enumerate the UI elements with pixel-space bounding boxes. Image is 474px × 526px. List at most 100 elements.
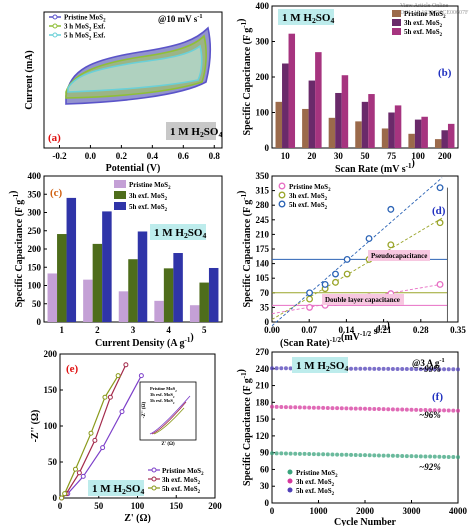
panel-a-legend-marker-2 bbox=[52, 32, 58, 38]
panel-d-point-1-5 bbox=[387, 241, 395, 249]
panel-d-ytick-4: 140 bbox=[256, 259, 270, 269]
panel-f-point-2-39 bbox=[451, 367, 456, 372]
panel-f-point-0-8 bbox=[307, 452, 312, 457]
panel-f-retention-0: ~99% bbox=[419, 364, 441, 374]
panel-b-legend-swatch-2 bbox=[392, 28, 401, 35]
panel-f-ytick-1: 30 bbox=[260, 481, 270, 491]
panel-c-legend-swatch-2 bbox=[114, 202, 126, 210]
panel-f-point-0-6 bbox=[297, 451, 302, 456]
panel-e-legend-marker-1 bbox=[151, 476, 157, 482]
panel-e-curve-2 bbox=[61, 375, 119, 499]
panel-f-ytick-6: 180 bbox=[256, 397, 270, 407]
panel-d-xlabel: (Scan Rate)-1/2(mV-1/2 s1/2) bbox=[280, 320, 390, 349]
panel-b-electrolyte-bg bbox=[278, 9, 334, 25]
panel-f-point-1-12 bbox=[325, 405, 330, 410]
panel-a-legend-1: 3 h MoS2 Exf. bbox=[64, 23, 106, 33]
panel-f-retention-2: ~92% bbox=[419, 462, 441, 472]
panel-a-xtick-4: 0.6 bbox=[178, 151, 190, 161]
panel-f-point-2-20 bbox=[363, 366, 367, 371]
panel-a-cv-loop-2 bbox=[67, 44, 203, 93]
panel-f-point-0-30 bbox=[409, 454, 414, 459]
panel-f-point-2-35 bbox=[432, 367, 437, 372]
panel-d-point-1-3 bbox=[343, 270, 351, 278]
panel-e-point-1-5 bbox=[123, 362, 129, 368]
panel-e-point-2-2 bbox=[73, 466, 78, 472]
panel-f-point-1-38 bbox=[446, 408, 451, 413]
panel-c-bar-0-2 bbox=[118, 291, 129, 322]
panel-f-point-0-31 bbox=[414, 454, 419, 459]
panel-c-bar-2-3 bbox=[173, 253, 183, 322]
panel-d-legend-2: 5h exf. MoS2 bbox=[289, 201, 328, 211]
panel-f-point-1-22 bbox=[372, 406, 377, 411]
panel-f-xtick-1: 1000 bbox=[310, 506, 329, 516]
panel-f-point-1-6 bbox=[297, 405, 302, 410]
panel-d-double-bg bbox=[322, 294, 404, 305]
panel-f-ytick-4: 120 bbox=[256, 431, 270, 441]
panel-b-bar-1-3 bbox=[361, 101, 369, 148]
panel-e-legend-2: 5h exf. MoS2 bbox=[162, 485, 201, 495]
panel-b-bar-1-5 bbox=[414, 119, 422, 148]
panel-a-legend-0: Pristine MoS2 bbox=[64, 14, 106, 24]
panel-f-point-1-19 bbox=[358, 406, 363, 411]
panel-b-xtick-4: 75 bbox=[387, 151, 397, 161]
panel-d-legend-marker-1 bbox=[278, 191, 286, 199]
panel-f-point-0-33 bbox=[423, 454, 428, 459]
panel-d-point-2-5 bbox=[387, 205, 395, 213]
panel-b-legend-0: Pristine MoS2 bbox=[404, 10, 446, 20]
panel-f-point-1-16 bbox=[344, 406, 349, 411]
panel-d-point-2-6 bbox=[436, 184, 444, 192]
panel-e-inset-legend-2: 5h exf. MoS2 bbox=[150, 398, 175, 405]
panel-d-point-2-2 bbox=[332, 270, 339, 278]
panel-f-point-0-16 bbox=[344, 452, 349, 457]
panel-b-xlabel: Scan Rate (mV s-1) bbox=[335, 158, 415, 175]
panel-d-point-1-0 bbox=[306, 295, 314, 303]
panel-f-point-2-25 bbox=[386, 366, 391, 371]
panel-e-ytick-1: 50 bbox=[48, 457, 58, 467]
panel-f-point-0-20 bbox=[363, 453, 367, 458]
panel-f-legend-marker-1 bbox=[287, 478, 293, 484]
panel-c-bar-2-2 bbox=[137, 231, 148, 322]
panel-f-point-2-29 bbox=[404, 367, 409, 372]
panel-f-point-1-33 bbox=[423, 408, 428, 413]
panel-b-bar-1-4 bbox=[388, 112, 395, 148]
panel-f-point-0-15 bbox=[339, 452, 344, 457]
panel-b-ytick-2: 200 bbox=[256, 72, 270, 82]
panel-f-point-2-23 bbox=[376, 366, 381, 371]
panel-d-xtick-3: 0.21 bbox=[376, 325, 392, 335]
panel-f-point-1-35 bbox=[432, 408, 437, 413]
panel-d-point-2-3 bbox=[343, 255, 351, 263]
panel-e-point-0-3 bbox=[100, 445, 106, 451]
panel-f-point-1-27 bbox=[395, 407, 400, 412]
panel-b-bar-2-3 bbox=[368, 94, 375, 148]
panel-e-point-2-4 bbox=[102, 394, 108, 400]
panel-a-xtick-0: -0.2 bbox=[52, 151, 67, 161]
panel-d-ytick-2: 70 bbox=[260, 288, 270, 298]
panel-f-point-2-22 bbox=[372, 366, 377, 371]
panel-f-point-1-5 bbox=[293, 405, 298, 410]
panel-f-point-1-3 bbox=[283, 405, 288, 410]
panel-e-xtick-1: 50 bbox=[94, 501, 104, 511]
panel-c-xtick-3: 4 bbox=[166, 325, 171, 335]
panel-f-legend-marker-0 bbox=[287, 469, 293, 475]
panel-f-point-2-28 bbox=[400, 367, 405, 372]
panel-f-electrolyte: 1 M H2SO4 bbox=[296, 360, 348, 373]
panel-e-xlabel: Z' (Ω) bbox=[124, 513, 151, 524]
panel-e-inset-frame bbox=[139, 381, 197, 441]
panel-f-point-1-37 bbox=[442, 408, 447, 413]
panel-d-ytick-10: 350 bbox=[256, 171, 270, 181]
panel-f-point-1-14 bbox=[335, 406, 340, 411]
panel-f-ytick-9: 270 bbox=[256, 347, 270, 357]
panel-d-ytick-9: 315 bbox=[256, 186, 270, 196]
panel-f-point-2-33 bbox=[423, 367, 428, 372]
panel-b-bar-0-4 bbox=[381, 128, 389, 148]
panel-f-point-0-26 bbox=[390, 453, 395, 458]
panel-e-point-0-4 bbox=[119, 409, 125, 415]
panel-e-inset-curve-2 bbox=[153, 407, 185, 435]
panel-b-ytick-0: 0 bbox=[265, 143, 270, 153]
panel-f-point-0-34 bbox=[428, 454, 433, 459]
panel-f-point-0-19 bbox=[358, 453, 363, 458]
panel-b-bar-1-0 bbox=[282, 63, 289, 149]
panel-c-xtick-1: 2 bbox=[95, 325, 100, 335]
panel-a-electrolyte-bg bbox=[166, 122, 216, 140]
